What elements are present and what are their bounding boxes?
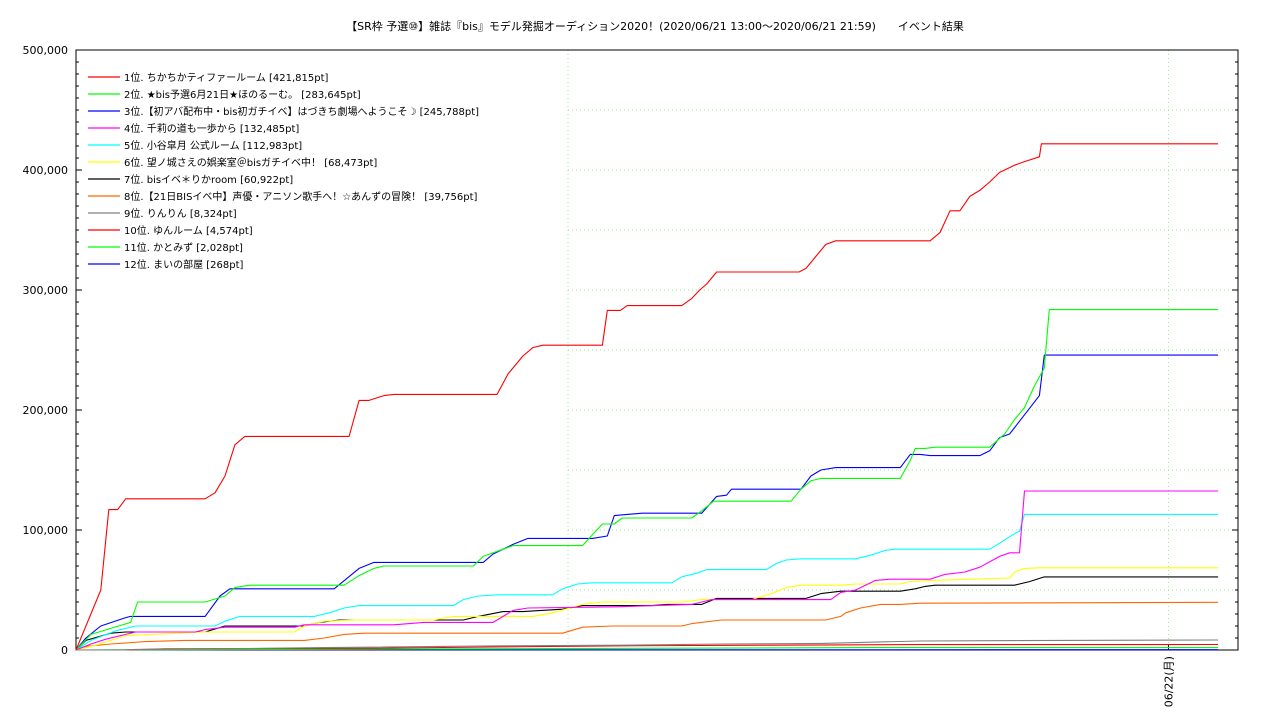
legend-label: 4位. 千莉の道も一歩から [132,485pt] [124, 122, 299, 135]
y-tick-label: 500,000 [23, 44, 69, 57]
series-line [75, 513, 1219, 651]
legend-label: 11位. かとみず [2,028pt] [124, 241, 243, 254]
y-tick-label: 200,000 [23, 404, 69, 417]
legend-label: 12位. まいの部屋 [268pt] [124, 258, 244, 271]
series-line [75, 354, 1219, 651]
series-line [76, 639, 1219, 651]
legend-label: 6位. 望ノ城さえの娯楽室＠bisガチイベ中！ [68,473pt] [124, 156, 377, 169]
y-tick-label: 300,000 [23, 284, 69, 297]
legend-label: 7位. bisイベ＊りかroom [60,922pt] [124, 173, 293, 186]
x-tick-label: 06/22(月) [1162, 656, 1175, 707]
series-line [75, 309, 1219, 651]
legend-label: 2位. ★bis予選6月21日★ほのるーむ。 [283,645pt] [124, 88, 361, 101]
legend-label: 3位.【初アバ配布中・bis初ガチイベ】はづきち劇場へようこそ☽ [245,78… [124, 105, 479, 118]
legend-label: 10位. ゆんルーム [4,574pt] [124, 224, 253, 237]
series-line [75, 490, 1219, 651]
legend-label: 1位. ちかちかティファールーム [421,815pt] [124, 71, 329, 84]
y-tick-label: 400,000 [23, 164, 69, 177]
legend-label: 8位.【21日BISイベ中】声優・アニソン歌手へ！☆あんずの冒険！ [39,75… [124, 190, 478, 203]
legend-label: 5位. 小谷皐月 公式ルーム [112,983pt] [124, 139, 302, 152]
chart-title: 【SR枠 予選⑩】雑誌『bis』モデル発掘オーディション2020！(2020/0… [346, 19, 964, 33]
grid-lines [567, 49, 1238, 650]
y-tick-label: 100,000 [23, 524, 69, 537]
series-lines [75, 143, 1219, 651]
series-line [75, 567, 1219, 651]
legend-label: 9位. りんりん [8,324pt] [124, 207, 237, 220]
series-line [75, 601, 1219, 651]
y-tick-label: 0 [61, 644, 68, 657]
legend: 1位. ちかちかティファールーム [421,815pt] 2位. ★bis予選6月… [88, 71, 479, 271]
series-line [75, 143, 1219, 651]
series-line [75, 647, 1219, 651]
series-line [75, 576, 1219, 651]
